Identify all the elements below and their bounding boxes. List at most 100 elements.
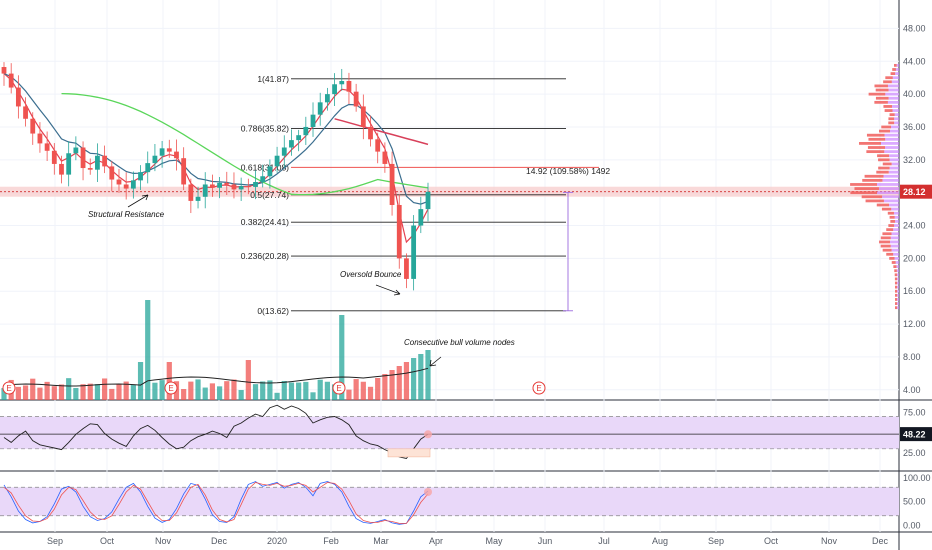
- volume-profile-bar: [883, 105, 892, 108]
- candle-body: [80, 147, 86, 169]
- fib-level-label: 0.786(35.82): [241, 123, 289, 133]
- candle-body: [202, 184, 208, 197]
- volume-bar: [403, 362, 410, 400]
- x-tick-label: May: [485, 536, 503, 546]
- volume-profile-bar: [891, 162, 899, 166]
- volume-bar: [66, 378, 72, 400]
- measure-label: 14.92 (109.58%) 1492: [526, 166, 610, 176]
- volume-bar: [367, 386, 374, 400]
- volume-profile-bar: [854, 187, 879, 190]
- volume-bar: [346, 389, 352, 400]
- volume-profile-bar: [866, 150, 885, 154]
- candle-body: [116, 179, 122, 185]
- volume-profile-bar: [891, 207, 899, 211]
- x-tick-label: Sep: [47, 536, 63, 546]
- candle-body: [159, 148, 165, 156]
- candle-body: [123, 184, 129, 189]
- volume-profile-bar: [892, 68, 896, 71]
- candles-layer: [1, 62, 431, 291]
- x-tick-label: Jun: [538, 536, 553, 546]
- volume-bar: [152, 382, 158, 400]
- volume-profile-bar: [890, 220, 896, 223]
- candle-body: [166, 148, 172, 152]
- candle-body: [267, 166, 273, 177]
- candle-body: [360, 106, 366, 127]
- volume-profile-bar: [881, 125, 892, 129]
- volume-profile-bar: [894, 269, 897, 273]
- candle-body: [382, 151, 388, 164]
- volume-bar: [94, 384, 101, 400]
- rsi-line: [3, 404, 429, 460]
- volume-profile-bar: [889, 113, 895, 117]
- volume-bar: [324, 381, 330, 400]
- volume-profile-bar: [894, 273, 898, 277]
- volume-profile-bar: [892, 76, 899, 80]
- volume-profile-bar: [890, 129, 899, 133]
- volume-bar: [216, 386, 223, 400]
- stoch-band: [0, 487, 899, 516]
- volume-profile-layer: [850, 63, 899, 310]
- volume-bar: [382, 374, 388, 400]
- x-tick-label: Jul: [598, 536, 610, 546]
- volume-profile-bar: [895, 72, 899, 75]
- long-ma-line: [61, 92, 429, 196]
- annotation-layer: Structural Resistance Oversold Bounce Cons…: [88, 194, 515, 367]
- volume-profile-bar: [878, 158, 890, 162]
- volume-profile-bar: [894, 113, 899, 117]
- candle-body: [30, 118, 36, 134]
- volume-profile-bar: [897, 289, 899, 293]
- candle-body: [389, 163, 395, 205]
- candle-body: [332, 84, 337, 95]
- volume-bar: [44, 381, 50, 400]
- volume-profile-bar: [880, 244, 891, 248]
- volume-profile-bar: [884, 133, 899, 137]
- volume-profile-bar: [885, 92, 899, 96]
- volume-profile-bar: [890, 240, 899, 244]
- volume-bar: [339, 315, 345, 400]
- candle-body: [245, 186, 251, 188]
- candle-body: [195, 196, 201, 201]
- volume-bar: [231, 379, 237, 400]
- volume-bar: [188, 381, 194, 400]
- candle-body: [181, 158, 187, 185]
- stoch-y-tick-label: 50.00: [903, 497, 926, 507]
- volume-bar: [267, 380, 273, 400]
- earnings-marker-label: E: [336, 384, 341, 393]
- y-tick-label: 32.00: [903, 155, 926, 165]
- volume-profile-bar: [885, 137, 899, 141]
- volume-profile-bar: [884, 150, 899, 154]
- fib-level-label: 0.5(27.74): [250, 190, 289, 200]
- annotation-arrow: [375, 284, 401, 296]
- candle-body: [217, 182, 222, 188]
- candle-body: [51, 150, 57, 164]
- volume-bar: [80, 384, 86, 400]
- volume-profile-bar: [897, 281, 899, 285]
- rsi-last-dot: [424, 430, 432, 439]
- annotation-arrow: [429, 356, 442, 367]
- volume-bar: [288, 382, 295, 400]
- candle-body: [281, 147, 287, 156]
- volume-bar: [58, 384, 65, 400]
- volume-profile-bar: [876, 203, 890, 207]
- volume-bar: [30, 378, 36, 400]
- volume-bar: [353, 379, 359, 400]
- volume-profile-bar: [896, 63, 899, 67]
- stoch-last-dot: [424, 488, 432, 496]
- stoch-k-line: [3, 481, 429, 525]
- volume-bar: [209, 383, 216, 400]
- volume-profile-bar: [897, 273, 899, 277]
- y-tick-label: 24.00: [903, 221, 926, 231]
- volume-profile-bar: [895, 68, 899, 71]
- x-tick-label: Mar: [373, 536, 389, 546]
- volume-profile-bar: [894, 121, 899, 125]
- candle-body: [174, 151, 179, 159]
- volume-profile-bar: [888, 88, 899, 92]
- y-tick-label: 44.00: [903, 56, 926, 66]
- volume-profile-bar: [894, 215, 899, 219]
- volume-profile-bar: [880, 236, 891, 240]
- volume-profile-bar: [894, 298, 898, 301]
- volume-bar: [102, 378, 108, 400]
- volume-profile-bar: [888, 121, 895, 125]
- x-tick-label: Aug: [652, 536, 668, 546]
